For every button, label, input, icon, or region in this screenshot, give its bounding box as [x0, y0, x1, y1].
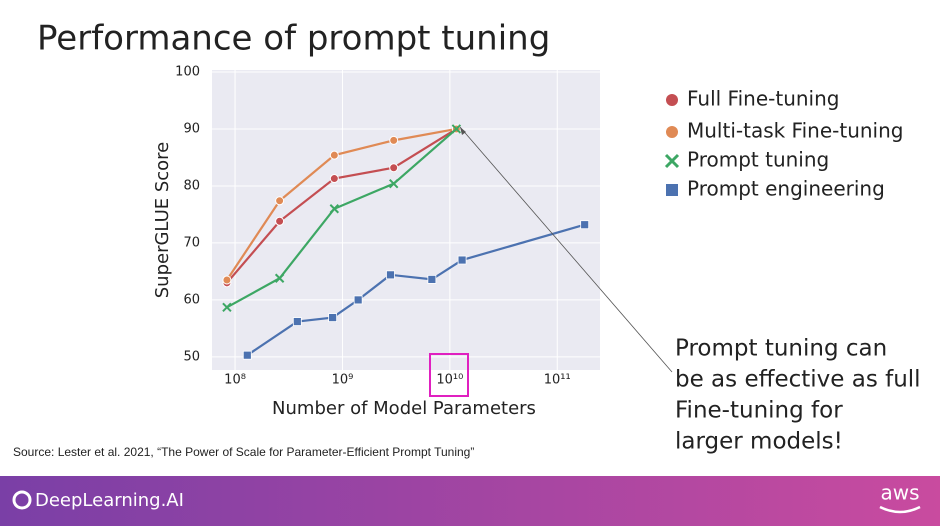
y-tick-label: 60 [183, 292, 200, 307]
marker [388, 178, 399, 189]
marker [222, 275, 232, 285]
footer [0, 476, 940, 526]
y-tick-label: 90 [183, 121, 200, 136]
marker [242, 350, 252, 360]
source: Source: Lester et al. 2021, “The Power o… [13, 445, 474, 459]
annotation-line: Fine-tuning for [675, 398, 843, 424]
marker [329, 150, 339, 160]
arrow [459, 126, 673, 373]
legend-label: Prompt engineering [687, 177, 885, 201]
partner-smile [879, 505, 921, 514]
legend-item: Prompt engineering [666, 177, 885, 201]
plot-area [212, 70, 600, 370]
x-tick-label: 10¹¹ [544, 373, 571, 388]
grid [212, 70, 600, 370]
highlight-box [429, 353, 469, 397]
marker [275, 216, 285, 226]
marker [222, 302, 232, 313]
marker [328, 313, 338, 322]
series [222, 124, 590, 360]
legend-label: Full Fine-tuning [687, 87, 839, 111]
x-tick-label: 10⁹ [332, 373, 354, 388]
marker [666, 126, 678, 138]
y-tick-label: 80 [183, 178, 200, 193]
series-line [246, 223, 585, 357]
legend-label: Multi-task Fine-tuning [687, 119, 903, 143]
legend-item: Full Fine-tuning [666, 87, 839, 111]
legend-item: Multi-task Fine-tuning [666, 119, 903, 143]
ticks: 50 60 70 80 90 100 10⁸ 10⁹ 10¹⁰ 10¹¹ [175, 64, 571, 387]
marker [427, 275, 437, 284]
marker [389, 163, 399, 173]
marker [275, 196, 285, 206]
legend-item: Prompt tuning [664, 148, 829, 172]
marker [451, 124, 462, 134]
marker [457, 255, 467, 265]
y-tick-label: 100 [175, 64, 200, 79]
y-axis-label: SuperGLUE Score [152, 142, 173, 299]
x-axis-label: Number of Model Parameters [272, 398, 536, 419]
marker [664, 153, 680, 169]
slide-title: Performance of prompt tuning [37, 19, 550, 59]
marker [274, 273, 285, 283]
brand: DeepLearning.AI [35, 490, 184, 511]
legend-label: Prompt tuning [687, 148, 829, 172]
annotation-line: Prompt tuning can [675, 336, 887, 362]
marker [353, 295, 363, 305]
x-tick-label: 10¹⁰ [436, 373, 463, 388]
y-tick-label: 70 [183, 235, 200, 250]
x-tick-label: 10⁸ [224, 373, 246, 388]
y-tick-label: 50 [183, 349, 200, 364]
marker [389, 135, 399, 145]
legend: Full Fine-tuning Multi-task Fine-tuning Pr… [664, 87, 903, 201]
marker [666, 94, 678, 106]
marker [329, 174, 339, 184]
brand-icon [12, 490, 32, 510]
marker [666, 184, 678, 196]
marker [386, 270, 395, 280]
marker [292, 317, 302, 326]
annotation: Prompt tuning can be as effective as full… [675, 336, 921, 455]
annotation-line: be as effective as full [675, 367, 921, 393]
partner-logo: aws [880, 481, 919, 505]
arrow-head [460, 127, 466, 135]
marker [329, 204, 340, 214]
marker [580, 220, 590, 230]
annotation-line: larger models! [675, 429, 843, 455]
